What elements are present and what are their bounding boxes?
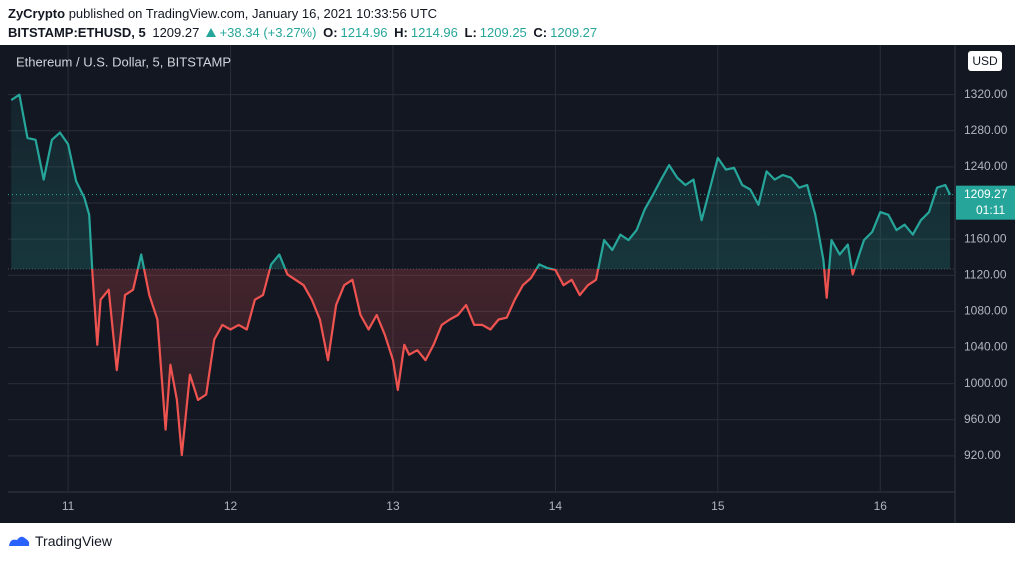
price-line bbox=[10, 93, 952, 457]
y-tick-label: 1080.00 bbox=[964, 304, 1008, 318]
currency-box bbox=[968, 51, 1002, 71]
y-tick-label: 1320.00 bbox=[964, 87, 1008, 101]
y-tick-label: 1120.00 bbox=[964, 267, 1007, 281]
y-tick-label: 1040.00 bbox=[964, 340, 1008, 354]
last-price: 1209.27 bbox=[152, 25, 200, 40]
price-tag bbox=[956, 185, 1015, 220]
up-arrow bbox=[205, 28, 216, 37]
x-tick-label: 12 bbox=[224, 499, 238, 513]
low: 1209.25 bbox=[479, 25, 527, 40]
brand: TradingView bbox=[35, 533, 113, 549]
x-tick-label: 15 bbox=[711, 499, 725, 513]
close: 1209.27 bbox=[550, 25, 598, 40]
o-label: O: bbox=[323, 25, 338, 40]
open: 1214.96 bbox=[340, 25, 388, 40]
high: 1214.96 bbox=[410, 25, 458, 40]
y-tick-label: 1160.00 bbox=[964, 231, 1007, 245]
logo bbox=[9, 536, 30, 546]
change: +38.34 (+3.27%) bbox=[219, 25, 317, 40]
area bbox=[11, 94, 951, 455]
y-tick-label: 960.00 bbox=[964, 412, 1001, 426]
plot bbox=[8, 93, 955, 457]
price-tag-label: 1209.27 bbox=[964, 187, 1008, 201]
y-tick-label: 1240.00 bbox=[964, 159, 1008, 173]
published: published on TradingView.com, January 16… bbox=[68, 6, 438, 21]
chart: Ethereum / U.S. Dollar, 5, BITSTAMP 920.… bbox=[0, 45, 1015, 523]
currency: USD bbox=[972, 54, 998, 68]
header-line-2: BITSTAMP:ETHUSD, 5 1209.27 +38.34 (+3.27… bbox=[8, 23, 600, 42]
h-label: H: bbox=[394, 25, 408, 40]
y-tick-label: 920.00 bbox=[964, 448, 1001, 462]
y-tick-label: 1280.00 bbox=[964, 123, 1008, 137]
axes: 920.00 960.00 1000.00 1040.00 1080.00 1120.00… bbox=[62, 87, 1015, 513]
x-tick-label: 13 bbox=[386, 499, 400, 513]
y-tick-label: 1000.00 bbox=[964, 376, 1008, 390]
symbol: BITSTAMP:ETHUSD, 5 bbox=[8, 25, 146, 40]
footer: TradingView bbox=[8, 533, 112, 549]
header-line-1: ZyCrypto published on TradingView.com, J… bbox=[8, 4, 600, 23]
countdown: 01:11 bbox=[976, 203, 1005, 217]
l-label: L: bbox=[464, 25, 477, 40]
author: ZyCrypto bbox=[8, 6, 66, 21]
x-tick-label: 11 bbox=[62, 499, 75, 513]
c-label: C: bbox=[533, 25, 548, 40]
x-tick-label: 14 bbox=[549, 499, 563, 513]
header: ZyCrypto published on TradingView.com, J… bbox=[8, 4, 600, 42]
x-tick-label: 16 bbox=[874, 499, 888, 513]
chart-title: Ethereum / U.S. Dollar, 5, BITSTAMP bbox=[16, 54, 231, 69]
